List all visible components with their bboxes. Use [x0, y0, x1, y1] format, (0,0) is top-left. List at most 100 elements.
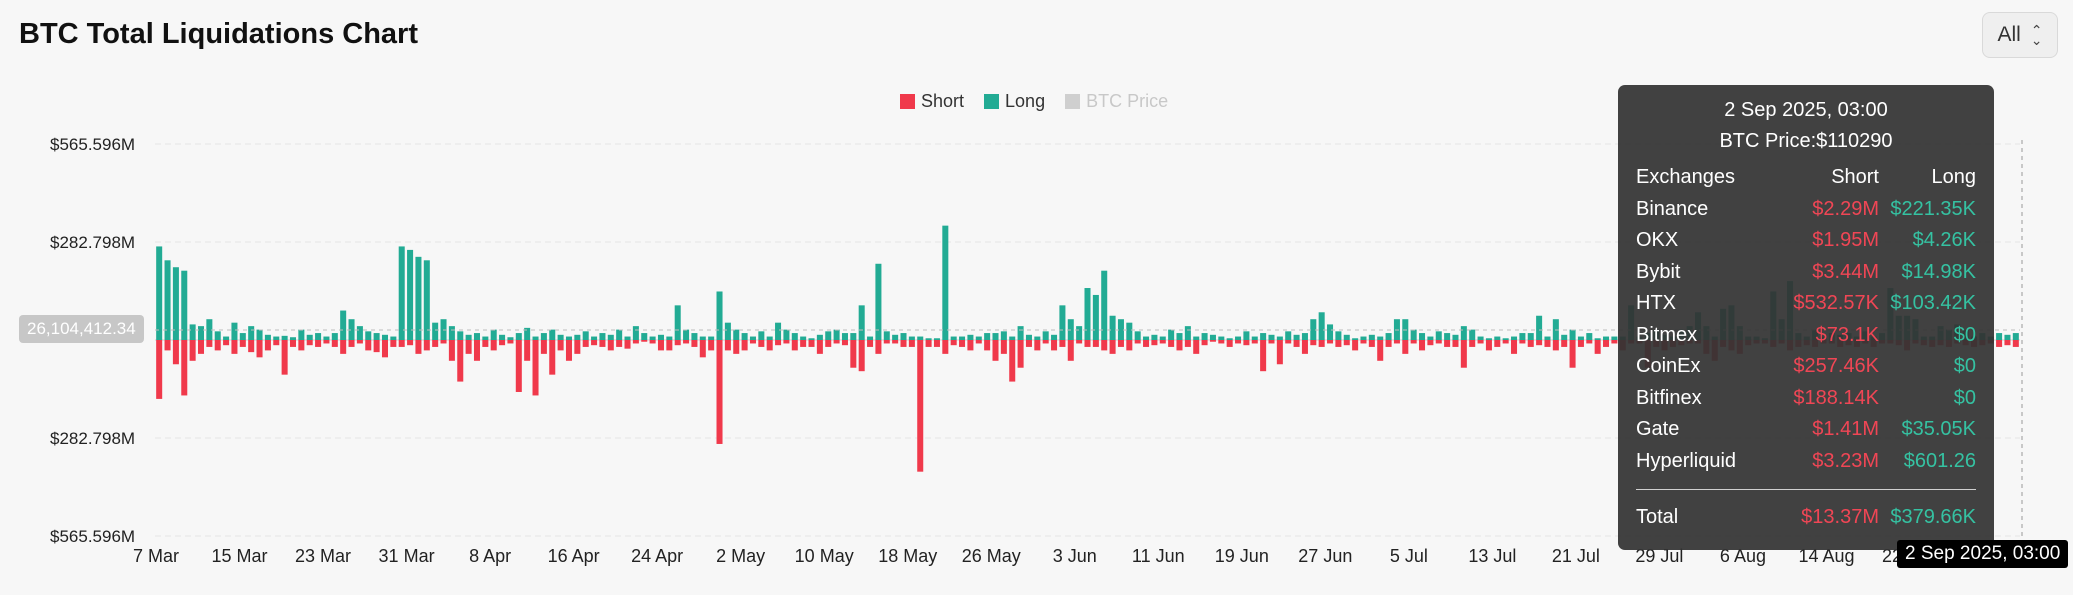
short-bar	[306, 340, 313, 346]
tooltip-long-value: $4.26K	[1912, 229, 1976, 252]
short-bar	[1101, 340, 1108, 351]
long-bar	[791, 333, 798, 340]
long-bar	[733, 329, 740, 340]
long-bar	[950, 336, 957, 340]
short-bar	[933, 340, 940, 347]
short-bar	[1268, 340, 1275, 344]
chart-legend: Short Long BTC Price	[900, 91, 1168, 112]
crosshair-x-label: 2 Sep 2025, 03:00	[1897, 540, 2069, 568]
long-bar	[1260, 333, 1267, 340]
legend-item-short[interactable]: Short	[900, 91, 964, 112]
long-bar	[883, 331, 890, 340]
long-bar	[340, 310, 347, 340]
tooltip-exchange-name: Bitfinex	[1636, 386, 1702, 409]
short-bar	[649, 340, 656, 344]
long-bar	[1594, 338, 1601, 340]
short-bar	[1025, 340, 1032, 347]
short-bar	[674, 340, 681, 346]
short-bar	[841, 340, 848, 346]
long-bar	[984, 333, 991, 340]
short-bar	[574, 340, 581, 354]
short-bar	[557, 340, 564, 351]
long-bar	[457, 331, 464, 340]
short-bar	[1168, 340, 1175, 347]
long-bar	[507, 337, 514, 340]
long-bar	[1218, 336, 1225, 340]
short-bar	[164, 340, 171, 351]
long-bar	[841, 333, 848, 340]
short-bar	[1000, 340, 1007, 354]
short-bar	[356, 340, 363, 344]
long-bar	[1101, 270, 1108, 340]
short-bar	[1511, 340, 1518, 354]
short-bar	[156, 340, 163, 399]
long-bar	[1310, 319, 1317, 340]
short-bar	[925, 340, 932, 347]
short-bar	[1427, 340, 1434, 346]
short-bar	[264, 340, 271, 351]
long-bar	[1285, 331, 1292, 340]
short-bar	[1519, 340, 1526, 344]
long-bar	[975, 336, 982, 340]
long-bar	[641, 333, 648, 340]
tooltip-table: Exchanges Short Long Binance $2.29M $221.3…	[1636, 162, 1976, 534]
long-bar	[172, 267, 179, 340]
tooltip-exchange-name: Bybit	[1636, 260, 1681, 283]
short-bar	[1184, 340, 1191, 347]
long-bar	[1485, 338, 1492, 340]
long-bar	[1519, 333, 1526, 340]
long-bar	[1301, 333, 1308, 340]
long-bar	[540, 333, 547, 340]
short-bar	[1126, 340, 1133, 351]
short-bar	[1059, 340, 1066, 347]
short-bar	[524, 340, 531, 361]
short-bar	[1117, 340, 1124, 347]
short-bar	[691, 340, 698, 347]
x-tick-label: 6 Aug	[1720, 546, 1766, 566]
long-bar	[1419, 333, 1426, 340]
long-bar	[1586, 333, 1593, 340]
short-bar	[1009, 340, 1016, 382]
long-bar	[674, 305, 681, 340]
long-bar	[967, 334, 974, 340]
long-bar	[331, 333, 338, 340]
legend-item-btc-price[interactable]: BTC Price	[1065, 91, 1168, 112]
short-bar	[340, 340, 347, 354]
short-bar	[507, 340, 514, 344]
short-bar	[858, 340, 865, 372]
long-bar	[1335, 331, 1342, 340]
range-select[interactable]: All ⌃ ⌄	[1982, 12, 2058, 58]
long-bar	[1159, 336, 1166, 340]
long-bar	[239, 333, 246, 340]
short-bar	[1151, 340, 1158, 346]
short-bar	[1343, 340, 1350, 346]
long-bar	[197, 326, 205, 340]
short-bar	[1310, 340, 1317, 346]
short-bar	[223, 340, 230, 346]
short-bar	[448, 340, 455, 361]
legend-item-long[interactable]: Long	[984, 91, 1045, 112]
tooltip-row: OKX $1.95M $4.26K	[1636, 225, 1976, 257]
long-bar	[1327, 324, 1334, 340]
short-bar	[1285, 340, 1292, 344]
tooltip-header-exchanges: Exchanges	[1636, 166, 1735, 189]
tooltip-short-value: $3.44M	[1812, 260, 1879, 283]
x-tick-label: 31 Mar	[379, 546, 435, 566]
long-bar	[683, 329, 690, 340]
tooltip-exchange-name: Binance	[1636, 197, 1709, 220]
short-bar	[499, 340, 506, 346]
short-bar	[515, 340, 522, 392]
short-bar	[666, 340, 673, 351]
short-bar	[1335, 340, 1342, 347]
long-bar	[156, 246, 163, 340]
long-bar	[189, 324, 196, 340]
short-bar	[816, 340, 823, 354]
short-bar	[1410, 340, 1417, 344]
long-bar	[925, 338, 932, 340]
short-bar	[1368, 340, 1375, 347]
long-bar	[448, 326, 455, 340]
short-bar	[1561, 340, 1568, 347]
x-tick-label: 18 May	[878, 546, 937, 566]
long-bar	[381, 334, 388, 340]
tooltip-long-value: $0	[1953, 355, 1976, 378]
